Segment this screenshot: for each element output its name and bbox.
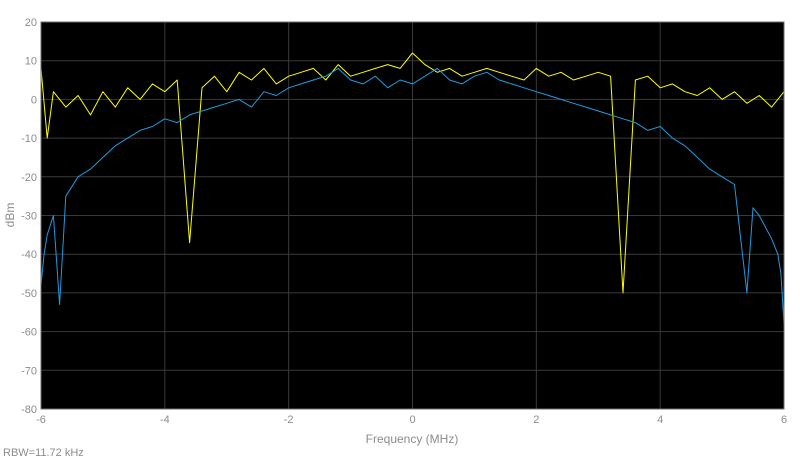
x-tick-label: 6 (781, 414, 787, 426)
y-tick-label: -60 (21, 327, 37, 339)
x-tick-label: -2 (284, 414, 294, 426)
y-tick-label: -40 (21, 249, 37, 261)
y-tick-label: 0 (31, 94, 37, 106)
y-tick-label: 20 (25, 17, 37, 29)
y-axis-label: dBm (3, 203, 17, 228)
series-line-2 (40, 67, 785, 324)
y-tick-label: -30 (21, 211, 37, 223)
y-tick-label: -50 (21, 288, 37, 300)
y-tick-label: -70 (21, 365, 37, 377)
y-tick-labels: 20 10 0 -10 -20 -30 -40 -50 -60 -70 -80 (21, 17, 37, 416)
x-tick-label: 0 (409, 414, 415, 426)
x-tick-label: 2 (533, 414, 539, 426)
series-layer (40, 52, 785, 324)
x-tick-labels: -6 -4 -2 0 2 4 6 (36, 414, 787, 426)
x-tick-label: -4 (160, 414, 170, 426)
y-tick-label: -80 (21, 404, 37, 416)
y-tick-label: -10 (21, 133, 37, 145)
y-tick-label: -20 (21, 172, 37, 184)
rbw-readout: RBW=11.72 kHz (3, 447, 84, 459)
series-line-1 (40, 52, 785, 294)
x-tick-label: 4 (657, 414, 663, 426)
y-tick-label: 10 (25, 56, 37, 68)
x-axis-label: Frequency (MHz) (366, 432, 459, 446)
plot-frame (40, 21, 785, 410)
x-tick-label: -6 (36, 414, 46, 426)
